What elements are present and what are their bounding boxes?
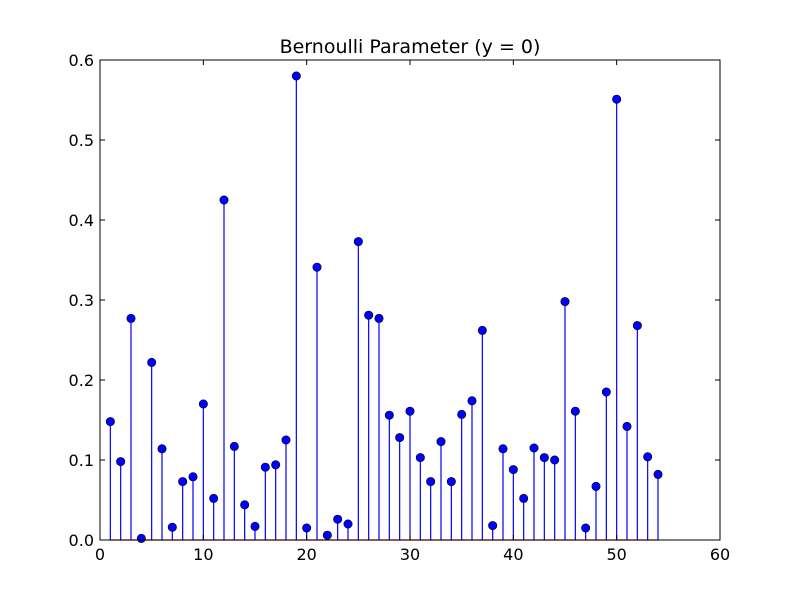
x-tick-label: 20 — [296, 545, 316, 564]
stem-marker — [643, 452, 653, 462]
stem-marker — [581, 523, 591, 533]
stem-marker — [116, 457, 126, 467]
stem-marker — [302, 523, 312, 533]
stem-marker — [570, 406, 580, 416]
stem-marker — [281, 435, 291, 445]
stem-marker — [488, 521, 498, 531]
plot-area — [105, 71, 663, 543]
stem-marker — [508, 465, 518, 475]
x-tick-label: 60 — [710, 545, 730, 564]
x-tick-label: 10 — [193, 545, 213, 564]
stem-marker — [364, 310, 374, 320]
stem-marker — [405, 406, 415, 416]
stem-marker — [126, 313, 136, 323]
stem-marker — [601, 387, 611, 397]
stem-marker — [312, 262, 322, 272]
axis-ticks: 0 10 20 30 40 50 60 0.0 0.1 0.2 0.3 0.4 0.5 0.6 — [69, 51, 731, 564]
y-tick-label: 0.5 — [69, 131, 94, 150]
stem-marker — [529, 443, 539, 453]
stem-marker — [436, 437, 446, 447]
stem-marker — [632, 321, 642, 331]
stem-marker — [353, 237, 363, 247]
x-tick-label: 40 — [503, 545, 523, 564]
stem-marker — [550, 455, 560, 465]
stem-marker — [240, 500, 250, 510]
stem-marker — [446, 477, 456, 487]
stem-marker — [209, 493, 219, 503]
stem-marker — [260, 462, 270, 472]
stem-marker — [291, 71, 301, 81]
stem-marker — [539, 453, 549, 463]
stem-marker — [219, 195, 229, 205]
stem-marker — [343, 519, 353, 529]
y-tick-label: 0.6 — [69, 51, 94, 70]
stem-marker — [467, 396, 477, 406]
stem-marker — [498, 444, 508, 454]
stem-marker — [271, 460, 281, 470]
stem-marker — [333, 514, 343, 524]
x-tick-label: 50 — [606, 545, 626, 564]
stem-marker — [612, 94, 622, 104]
x-tick-label: 0 — [95, 545, 105, 564]
stem-marker — [157, 444, 167, 454]
stem-marker — [426, 477, 436, 487]
y-tick-label: 0.1 — [69, 451, 94, 470]
stem-marker — [622, 421, 632, 431]
stem-marker — [477, 325, 487, 335]
stem-marker — [105, 417, 115, 427]
stem-marker — [250, 521, 260, 531]
stem-marker — [395, 433, 405, 443]
stem-marker — [415, 453, 425, 463]
stem-marker — [653, 469, 663, 479]
stem-marker — [188, 472, 198, 482]
chart-title: Bernoulli Parameter (y = 0) — [280, 36, 541, 58]
y-tick-label: 0.4 — [69, 211, 94, 230]
stem-marker — [198, 399, 208, 409]
x-tick-label: 30 — [400, 545, 420, 564]
stem-marker — [136, 533, 146, 543]
y-tick-label: 0.2 — [69, 371, 94, 390]
stem-marker — [591, 481, 601, 491]
stem-marker — [519, 493, 529, 503]
stem-marker — [457, 409, 467, 419]
stem-marker — [560, 297, 570, 307]
stem-marker — [229, 441, 239, 451]
y-tick-label: 0.3 — [69, 291, 94, 310]
stem-marker — [322, 530, 332, 540]
stem-marker — [147, 357, 157, 367]
stem-marker — [374, 313, 384, 323]
stem-marker — [167, 522, 177, 532]
y-tick-label: 0.0 — [69, 531, 94, 550]
stem-marker — [178, 477, 188, 487]
stem-marker — [384, 410, 394, 420]
